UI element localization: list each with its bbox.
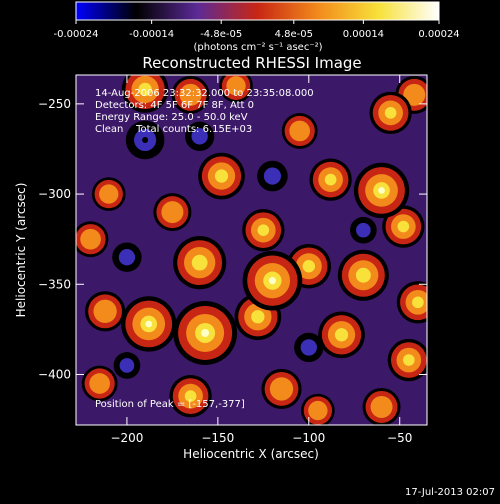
heatmap-peak [382, 205, 425, 248]
heatmap-peak [301, 393, 335, 425]
heatmap-trough [350, 216, 377, 244]
heatmap-peak [362, 387, 401, 425]
heatmap-peak [242, 250, 303, 311]
heatmap-peak [171, 75, 210, 114]
heatmap-trough [125, 120, 165, 160]
colorbar-ticks: -0.00024 -0.00014 -4.8e-05 4.8e-05 0.00014 0.… [54, 20, 460, 40]
y-tick-label: −400 [38, 367, 71, 381]
colorbar-tick-label: 0.00014 [343, 29, 384, 40]
annotation-block: 14-Aug-2006 23:32:32.000 to 23:35:08.000… [95, 88, 314, 410]
heatmap-peak [121, 296, 177, 352]
x-axis-ticks: −200 −150 −100 −50 [110, 75, 412, 445]
colorbar-unit-label: (photons cm⁻² s⁻¹ asec⁻²) [193, 42, 322, 53]
timestamp: 17-Jul-2013 02:07 [405, 487, 495, 498]
chart-title: Reconstructed RHESSI Image [142, 54, 361, 72]
colorbar-tick-label: 0.00024 [418, 29, 459, 40]
heatmap-peak [173, 300, 238, 365]
x-tick-label: −50 [387, 431, 412, 445]
x-tick-label: −100 [292, 431, 325, 445]
colorbar-tick-label: -0.00014 [129, 29, 174, 40]
colorbar-tick-label: -0.00024 [54, 29, 99, 40]
annotation-detectors: Detectors: 4F 5F 6F 7F 8F, Att 0 [95, 100, 254, 111]
heatmap-peak [369, 91, 412, 135]
y-tick-label: −250 [38, 97, 71, 111]
x-tick-label: −150 [201, 431, 234, 445]
heatmap-peak [85, 291, 126, 332]
heatmap-trough [112, 242, 142, 272]
heatmap-peak [121, 75, 169, 113]
heatmap-peak [387, 338, 427, 382]
plot-frame [75, 74, 428, 426]
heatmap-peak [173, 236, 227, 290]
colorbar-tick-label: 4.8e-05 [275, 29, 313, 40]
colorbar [75, 1, 440, 21]
heatmap-peak [281, 113, 318, 149]
heatmap-peak [198, 152, 245, 200]
heatmap-peak [219, 75, 253, 103]
heatmap-peak [91, 177, 126, 211]
heatmap-peak [309, 158, 352, 201]
colorbar-tick-label: -4.8e-05 [200, 29, 242, 40]
peak-position-label: Position of Peak = [-157,-377] [95, 399, 245, 410]
heatmap-peak [169, 374, 212, 418]
heatmap-image [76, 75, 427, 425]
heatmap-trough [257, 160, 288, 192]
annotation-total-counts: Clean Total counts: 6.15E+03 [95, 124, 252, 135]
y-tick-label: −350 [38, 277, 71, 291]
heatmap-peak [153, 193, 192, 232]
heatmap-trough [294, 332, 324, 363]
heatmap-peak [353, 162, 410, 219]
heatmap-peak [396, 281, 427, 324]
heatmap-peak [318, 311, 365, 359]
x-tick-label: −200 [110, 431, 143, 445]
annotation-energy-range: Energy Range: 25.0 - 50.0 keV [95, 112, 248, 123]
y-axis-ticks: −250 −300 −350 −400 [38, 97, 427, 381]
heatmap-peak [81, 365, 118, 402]
heatmap-peak [242, 208, 285, 252]
heatmap-trough [185, 121, 215, 152]
heatmap-peak [337, 249, 389, 301]
y-tick-label: −300 [38, 187, 71, 201]
x-axis-label: Heliocentric X (arcsec) [183, 447, 319, 461]
annotation-time-range: 14-Aug-2006 23:32:32.000 to 23:35:08.000 [95, 88, 314, 99]
heatmap-trough [113, 352, 141, 379]
y-axis-label: Heliocentric Y (arcsec) [14, 183, 28, 318]
heatmap-peak [261, 368, 302, 410]
heatmap-peak [76, 221, 109, 258]
